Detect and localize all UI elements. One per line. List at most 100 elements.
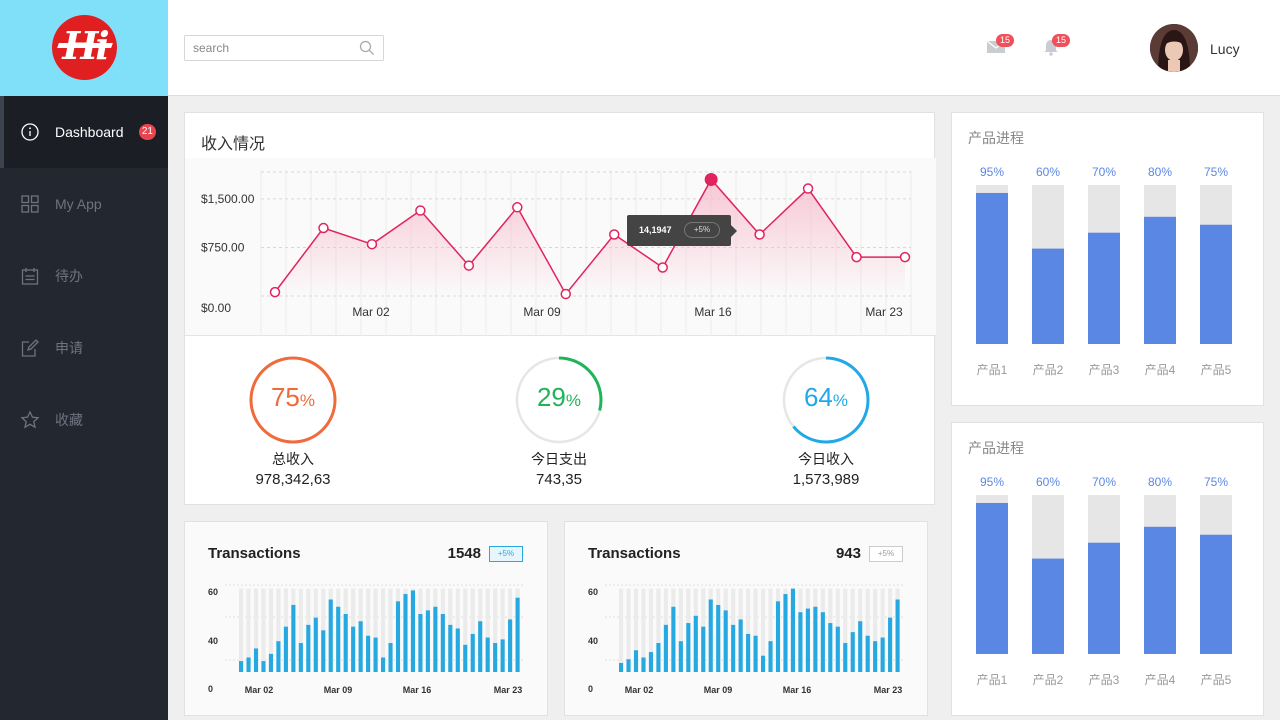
- bar-background: [261, 588, 266, 672]
- bar: [283, 626, 288, 672]
- income-point: [851, 251, 862, 263]
- bar: [373, 637, 378, 672]
- sidebar-item-my-app[interactable]: My App: [0, 168, 168, 240]
- y-tick-label: 60: [588, 587, 598, 597]
- bar: [261, 661, 266, 672]
- bar-background: [761, 588, 766, 672]
- bar-value-label: 60%: [1036, 165, 1060, 179]
- income-point: [608, 229, 620, 240]
- grid-icon: [20, 194, 40, 214]
- x-tick-label: Mar 23: [874, 685, 903, 695]
- bar-background: [850, 588, 855, 672]
- bar: [276, 641, 281, 672]
- ring-progress: [782, 356, 870, 444]
- bar: [321, 630, 326, 672]
- bar-background: [276, 588, 281, 672]
- app-logo[interactable]: Hi: [52, 15, 117, 80]
- bar: [298, 643, 303, 672]
- bar: [470, 633, 475, 672]
- search-input[interactable]: [185, 36, 345, 60]
- bar: [693, 615, 698, 672]
- x-tick-label: Mar 09: [324, 685, 353, 695]
- bar: [656, 643, 661, 672]
- sidebar-item-label: 申请: [55, 340, 83, 356]
- bar-background: [470, 588, 475, 672]
- bar: [850, 632, 855, 672]
- bar-background: [253, 588, 259, 672]
- bar-value-label: 80%: [1148, 475, 1172, 489]
- avatar[interactable]: [1150, 24, 1198, 72]
- income-point: [415, 205, 426, 216]
- y-tick-label: 0: [588, 684, 593, 694]
- transactions-badge: +5%: [869, 546, 903, 562]
- income-chart-svg: $0.00 $750.00 $1,500.00 Mar 02 Mar 09 Mar 16 M…: [201, 170, 912, 336]
- bar: [775, 601, 781, 672]
- x-tick-label: Mar 16: [403, 685, 432, 695]
- bar-background: [753, 588, 758, 672]
- bar: [626, 659, 631, 672]
- sidebar-item-dashboard[interactable]: Dashboard 21: [0, 96, 168, 168]
- income-card: 收入情况 $0.00 $750.00 $1,500.00 Mar 02 Mar 09 Ma…: [184, 112, 936, 505]
- income-line-chart: $0.00 $750.00 $1,500.00 Mar 02 Mar 09 Mar 16 M…: [185, 158, 936, 336]
- bar-background: [239, 588, 244, 672]
- category-label: 产品5: [1201, 673, 1232, 687]
- bar: [478, 621, 483, 672]
- bar: [835, 626, 840, 672]
- bar: [790, 588, 796, 672]
- product-progress-title: 产品进程: [968, 440, 1024, 456]
- income-area: [275, 179, 905, 296]
- income-point: [366, 238, 378, 250]
- bar: [888, 617, 893, 672]
- bar: [1088, 232, 1120, 344]
- transactions-bar-chart: 60 40 0 Mar 02 Mar 09 Mar 16 Mar 23: [588, 584, 905, 695]
- sidebar-item-todo[interactable]: 待办: [0, 240, 168, 312]
- category-label: 产品5: [1201, 363, 1232, 377]
- bar: [343, 614, 348, 672]
- dashboard-badge: 21: [138, 124, 156, 140]
- category-label: 产品4: [1145, 363, 1176, 377]
- y-tick-label: $750.00: [201, 240, 245, 254]
- logo-area: Hi: [0, 0, 168, 96]
- x-tick-label: Mar 02: [352, 305, 390, 319]
- category-label: 产品2: [1033, 673, 1064, 687]
- bar: [663, 624, 668, 672]
- bar: [880, 637, 885, 672]
- bar-background: [648, 588, 654, 672]
- bar: [395, 601, 401, 672]
- bar: [768, 641, 773, 672]
- bar: [858, 621, 863, 672]
- stat-percent: 64%: [803, 382, 849, 412]
- x-tick-label: Mar 23: [494, 685, 523, 695]
- sidebar-item-favorites[interactable]: 收藏: [0, 384, 168, 456]
- stat-value: 978,342,63: [255, 471, 331, 488]
- bar: [381, 657, 386, 672]
- notification-button[interactable]: 15: [1042, 34, 1070, 56]
- username[interactable]: Lucy: [1210, 41, 1240, 57]
- bar: [678, 641, 683, 672]
- bar: [306, 624, 311, 672]
- stat-ring: 64%: [780, 354, 872, 446]
- bar: [798, 612, 803, 672]
- bar: [1200, 534, 1232, 654]
- bar-background: [865, 588, 870, 672]
- bar: [976, 192, 1008, 344]
- bar: [805, 608, 810, 672]
- bar: [1144, 216, 1176, 344]
- search-icon[interactable]: [359, 40, 375, 61]
- mail-button[interactable]: 15: [986, 34, 1014, 56]
- income-point: [754, 229, 765, 240]
- bar: [403, 594, 408, 672]
- stat-value: 1,573,989: [792, 471, 860, 488]
- bar: [291, 604, 296, 672]
- bar: [433, 606, 438, 672]
- bar: [313, 617, 318, 672]
- sidebar-item-apply[interactable]: 申请: [0, 312, 168, 384]
- transactions-count: 1548: [447, 545, 481, 562]
- bar: [366, 635, 371, 672]
- bar: [708, 599, 713, 672]
- category-label: 产品1: [977, 363, 1008, 377]
- tooltip-value: 14,1947: [639, 225, 672, 235]
- x-tick-label: Mar 09: [523, 305, 561, 319]
- bar: [873, 641, 878, 672]
- bar-background: [880, 588, 885, 672]
